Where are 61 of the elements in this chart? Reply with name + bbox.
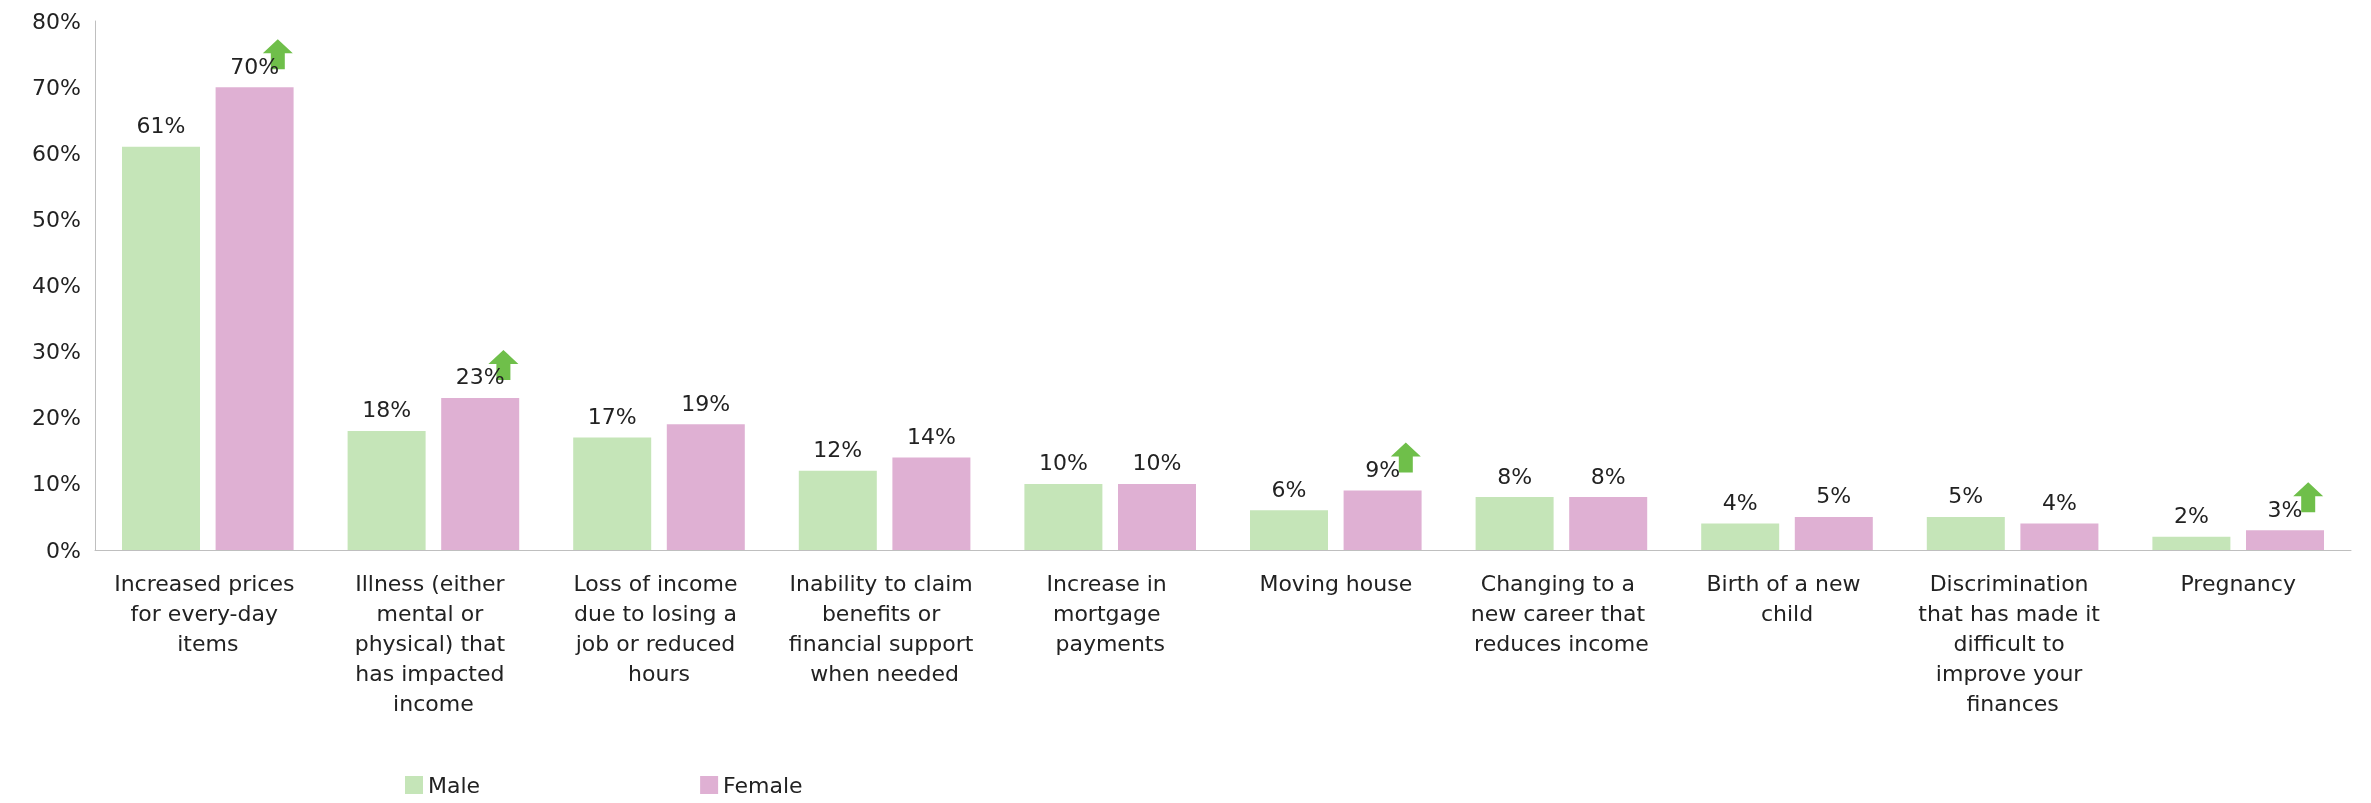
data-label: 4% xyxy=(2041,490,2077,516)
data-label: 3% xyxy=(2267,496,2303,522)
x-tick-label: Loss of income due to losing a job or reduced hours xyxy=(573,570,745,686)
bar xyxy=(2020,523,2099,550)
legend-label: Female xyxy=(723,772,803,798)
y-tick-label: 50% xyxy=(32,206,81,232)
data-label: 5% xyxy=(1816,483,1852,509)
data-label: 8% xyxy=(1497,463,1533,489)
bar xyxy=(441,397,520,550)
data-label: 5% xyxy=(1948,483,1984,509)
y-tick-label: 20% xyxy=(32,405,81,431)
y-tick-label: 30% xyxy=(32,339,81,365)
bar xyxy=(892,457,971,550)
y-tick-label: 70% xyxy=(32,74,81,100)
bar xyxy=(1794,516,1873,550)
bar xyxy=(666,424,745,550)
data-label: 70% xyxy=(230,53,280,79)
data-label: 61% xyxy=(136,113,186,139)
data-label: 17% xyxy=(587,404,637,430)
x-tick-label: Discrimination that has made it difficult to improve your finances xyxy=(1918,570,2107,716)
y-tick-label: 40% xyxy=(32,273,81,298)
bar xyxy=(1926,516,2005,550)
bar xyxy=(1475,497,1554,550)
bar xyxy=(1569,497,1648,550)
data-label: 2% xyxy=(2173,503,2209,529)
x-tick-label: Pregnancy xyxy=(2180,570,2296,596)
data-label: 12% xyxy=(813,437,863,463)
x-tick-label: Inability to claim benefits or financial support when needed xyxy=(788,570,981,686)
bar xyxy=(1343,490,1422,550)
bar xyxy=(1024,483,1103,550)
data-label: 9% xyxy=(1365,456,1401,482)
data-label: 19% xyxy=(681,390,731,416)
x-tick-label: Increased prices for every-day items xyxy=(114,570,302,656)
bar xyxy=(798,470,877,550)
bar xyxy=(2246,530,2324,550)
bar xyxy=(2152,536,2231,550)
x-tick-label: Moving house xyxy=(1259,570,1413,596)
y-tick-label: 60% xyxy=(32,140,81,166)
bar xyxy=(1250,510,1328,550)
y-tick-label: 80% xyxy=(32,8,81,34)
data-label: 6% xyxy=(1271,476,1307,502)
bar xyxy=(215,87,294,550)
x-tick-label: Illness (either mental or physical) that has impacted income xyxy=(354,570,513,716)
data-label: 10% xyxy=(1038,450,1088,476)
x-tick-label: Increase in mortgage payments xyxy=(1046,570,1174,656)
y-tick-label: 0% xyxy=(46,537,81,563)
bar xyxy=(122,146,200,550)
legend-label: Male xyxy=(428,772,481,798)
bar xyxy=(1701,523,1780,550)
data-label: 23% xyxy=(455,364,505,390)
bar xyxy=(347,430,426,550)
bar xyxy=(573,437,652,550)
y-tick-label: 10% xyxy=(32,471,81,497)
data-label: 14% xyxy=(906,423,956,449)
x-tick-label: Changing to a new career that reduces income xyxy=(1470,570,1653,656)
bar xyxy=(1118,483,1196,550)
data-label: 4% xyxy=(1722,490,1758,516)
data-label: 10% xyxy=(1132,450,1182,476)
x-tick-label: Birth of a new child xyxy=(1706,570,1868,626)
data-label: 18% xyxy=(362,397,412,423)
data-label: 8% xyxy=(1590,463,1626,489)
